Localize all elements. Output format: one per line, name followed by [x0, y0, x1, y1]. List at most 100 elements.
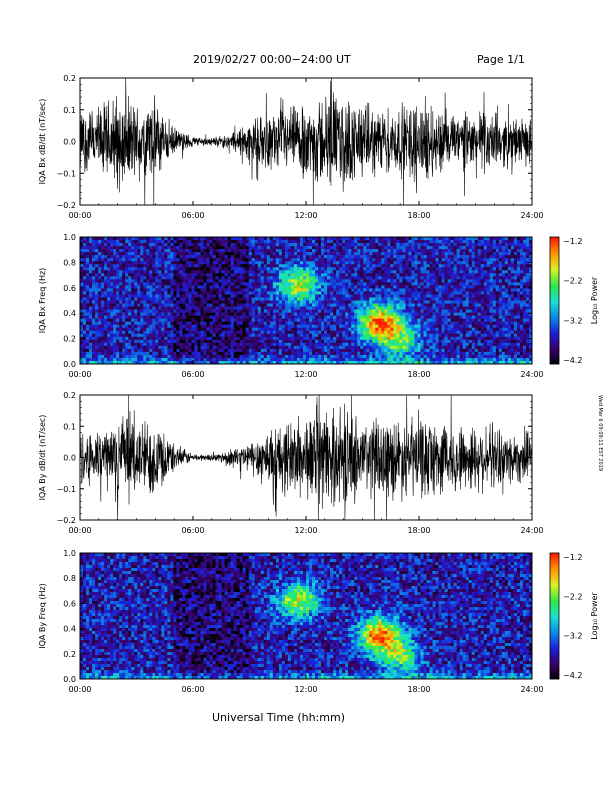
heat-cell	[357, 288, 361, 292]
heat-cell	[345, 333, 349, 338]
heat-cell	[293, 324, 298, 329]
heat-cell	[290, 279, 295, 283]
heat-cell	[104, 357, 108, 362]
heat-cell	[143, 324, 147, 329]
heat-cell	[312, 279, 316, 283]
heat-cell	[336, 276, 340, 280]
heat-cell	[215, 279, 219, 283]
heat-cell	[116, 273, 120, 277]
heat-cell	[287, 264, 292, 268]
heat-cell	[384, 312, 388, 316]
heat-cell	[122, 240, 126, 244]
heat-cell	[366, 333, 370, 338]
heat-cell	[104, 348, 108, 353]
heat-cell	[366, 315, 370, 319]
heat-cell	[287, 255, 292, 259]
heat-cell	[218, 312, 222, 316]
heat-cell	[227, 339, 231, 344]
heat-cell	[266, 237, 271, 241]
heat-cell	[284, 243, 289, 247]
heat-cell	[188, 294, 192, 298]
heat-cell	[426, 237, 430, 241]
heat-cell	[272, 333, 277, 338]
heat-cell	[200, 255, 204, 259]
heat-cell	[315, 303, 319, 307]
heat-cell	[119, 246, 123, 250]
heat-cell	[293, 276, 298, 280]
heat-cell	[80, 297, 84, 301]
heat-cell	[122, 324, 126, 329]
heat-cell	[369, 270, 373, 274]
heat-cell	[393, 255, 397, 259]
heat-cell	[393, 360, 397, 365]
heat-cell	[378, 327, 382, 332]
heat-cell	[98, 354, 102, 359]
heat-cell	[236, 297, 240, 301]
heat-cell	[206, 291, 210, 295]
heat-cell	[318, 291, 322, 295]
heat-cell	[375, 303, 379, 307]
heat-cell	[257, 258, 262, 262]
heat-cell	[254, 264, 259, 268]
heat-cell	[191, 255, 195, 259]
heat-cell	[230, 312, 234, 316]
heat-cell	[426, 273, 430, 277]
heat-cell	[161, 294, 165, 298]
heat-cell	[110, 333, 114, 338]
heat-cell	[324, 249, 328, 253]
heat-cell	[173, 288, 177, 292]
heat-cell	[393, 303, 397, 307]
heat-cell	[179, 282, 183, 286]
heat-cell	[378, 273, 382, 277]
heat-cell	[257, 282, 262, 286]
heat-cell	[218, 360, 222, 365]
heat-cell	[366, 240, 370, 244]
heat-cell	[95, 246, 99, 250]
heat-cell	[384, 273, 388, 277]
heat-cell	[239, 252, 244, 256]
heat-cell	[149, 306, 153, 310]
heat-cell	[260, 333, 265, 338]
heat-cell	[324, 324, 328, 329]
heat-cell	[185, 345, 189, 350]
heat-cell	[357, 258, 361, 262]
heat-cell	[137, 336, 141, 341]
heat-cell	[369, 285, 373, 289]
heat-cell	[360, 318, 364, 322]
heat-cell	[363, 348, 367, 353]
heat-cell	[197, 297, 201, 301]
heat-cell	[278, 327, 283, 332]
heat-cell	[191, 351, 195, 356]
heat-cell	[369, 309, 373, 313]
heat-cell	[390, 291, 394, 295]
heat-cell	[354, 330, 358, 335]
heat-cell	[227, 336, 231, 341]
heat-cell	[278, 282, 283, 286]
heat-cell	[188, 300, 192, 304]
heat-cell	[366, 291, 370, 295]
heat-cell	[263, 354, 268, 359]
heat-cell	[173, 360, 177, 365]
heat-cell	[299, 360, 304, 365]
heat-cell	[170, 360, 174, 365]
heat-cell	[275, 246, 280, 250]
heat-cell	[345, 273, 349, 277]
heat-cell	[309, 285, 313, 289]
heat-cell	[378, 279, 382, 283]
heat-cell	[396, 252, 400, 256]
heat-cell	[221, 360, 225, 365]
heat-cell	[360, 279, 364, 283]
heat-cell	[345, 252, 349, 256]
heat-cell	[131, 333, 135, 338]
heat-cell	[375, 267, 379, 271]
heat-cell	[417, 303, 421, 307]
heat-cell	[321, 258, 325, 262]
heat-cell	[272, 336, 277, 341]
heat-cell	[206, 240, 210, 244]
heat-cell	[390, 285, 394, 289]
heat-cell	[233, 315, 237, 319]
heat-cell	[302, 312, 307, 316]
heat-cell	[194, 279, 198, 283]
heat-cell	[227, 357, 231, 362]
heat-cell	[221, 288, 225, 292]
